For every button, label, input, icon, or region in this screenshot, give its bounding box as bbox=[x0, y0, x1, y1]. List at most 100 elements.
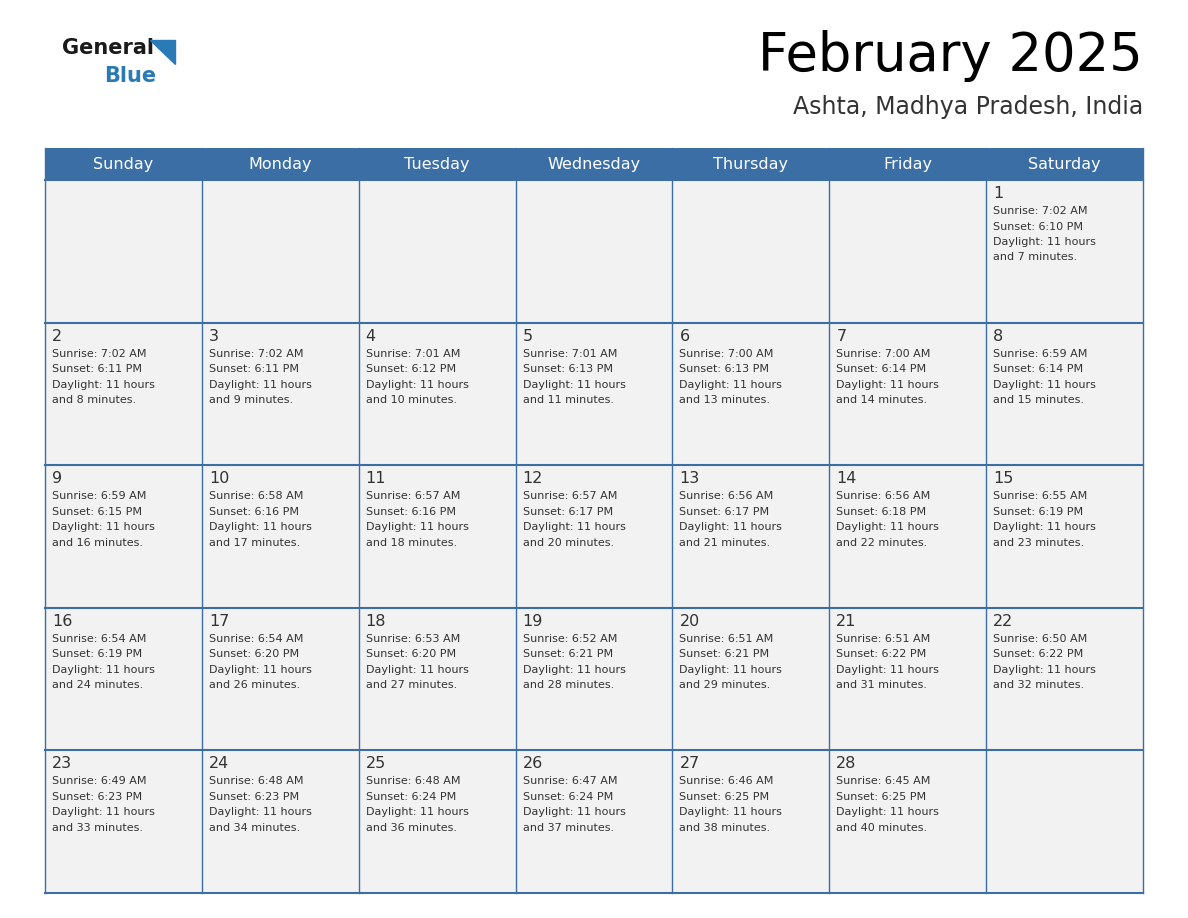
Text: Ashta, Madhya Pradesh, India: Ashta, Madhya Pradesh, India bbox=[792, 95, 1143, 119]
Bar bbox=[986, 465, 1143, 608]
Bar bbox=[829, 608, 986, 750]
Text: General: General bbox=[62, 38, 154, 58]
Text: Sunrise: 6:51 AM: Sunrise: 6:51 AM bbox=[836, 633, 930, 644]
Text: Daylight: 11 hours: Daylight: 11 hours bbox=[993, 522, 1097, 532]
Bar bbox=[829, 322, 986, 465]
Text: Sunrise: 6:59 AM: Sunrise: 6:59 AM bbox=[993, 349, 1087, 359]
Text: 17: 17 bbox=[209, 614, 229, 629]
Bar bbox=[202, 608, 359, 750]
Text: Daylight: 11 hours: Daylight: 11 hours bbox=[209, 665, 311, 675]
Text: and 8 minutes.: and 8 minutes. bbox=[52, 395, 137, 405]
Text: Monday: Monday bbox=[248, 156, 312, 172]
Text: Sunrise: 6:57 AM: Sunrise: 6:57 AM bbox=[523, 491, 617, 501]
Text: 13: 13 bbox=[680, 471, 700, 487]
Bar bbox=[829, 180, 986, 322]
Bar bbox=[45, 180, 202, 322]
Text: Sunset: 6:23 PM: Sunset: 6:23 PM bbox=[52, 792, 143, 802]
Text: and 10 minutes.: and 10 minutes. bbox=[366, 395, 456, 405]
Text: Sunrise: 6:59 AM: Sunrise: 6:59 AM bbox=[52, 491, 146, 501]
Text: Daylight: 11 hours: Daylight: 11 hours bbox=[52, 380, 154, 389]
Text: Daylight: 11 hours: Daylight: 11 hours bbox=[366, 522, 468, 532]
Text: Sunset: 6:24 PM: Sunset: 6:24 PM bbox=[366, 792, 456, 802]
Text: Sunset: 6:23 PM: Sunset: 6:23 PM bbox=[209, 792, 299, 802]
Text: Sunrise: 7:00 AM: Sunrise: 7:00 AM bbox=[836, 349, 930, 359]
Text: 26: 26 bbox=[523, 756, 543, 771]
Text: Sunset: 6:14 PM: Sunset: 6:14 PM bbox=[993, 364, 1083, 375]
Text: and 11 minutes.: and 11 minutes. bbox=[523, 395, 613, 405]
Text: Sunset: 6:22 PM: Sunset: 6:22 PM bbox=[836, 649, 927, 659]
Text: Sunset: 6:12 PM: Sunset: 6:12 PM bbox=[366, 364, 456, 375]
Text: and 16 minutes.: and 16 minutes. bbox=[52, 538, 143, 548]
Text: and 31 minutes.: and 31 minutes. bbox=[836, 680, 928, 690]
Text: and 20 minutes.: and 20 minutes. bbox=[523, 538, 614, 548]
Bar bbox=[359, 750, 516, 893]
Text: Daylight: 11 hours: Daylight: 11 hours bbox=[836, 665, 940, 675]
Text: Daylight: 11 hours: Daylight: 11 hours bbox=[680, 522, 783, 532]
Text: and 22 minutes.: and 22 minutes. bbox=[836, 538, 928, 548]
Text: 4: 4 bbox=[366, 329, 375, 343]
Text: Daylight: 11 hours: Daylight: 11 hours bbox=[52, 808, 154, 817]
Text: February 2025: February 2025 bbox=[758, 30, 1143, 82]
Text: Sunset: 6:25 PM: Sunset: 6:25 PM bbox=[836, 792, 927, 802]
Text: Sunset: 6:11 PM: Sunset: 6:11 PM bbox=[209, 364, 299, 375]
Text: Sunset: 6:24 PM: Sunset: 6:24 PM bbox=[523, 792, 613, 802]
Text: and 18 minutes.: and 18 minutes. bbox=[366, 538, 457, 548]
Text: Sunset: 6:25 PM: Sunset: 6:25 PM bbox=[680, 792, 770, 802]
Text: and 24 minutes.: and 24 minutes. bbox=[52, 680, 144, 690]
Text: and 23 minutes.: and 23 minutes. bbox=[993, 538, 1085, 548]
Text: Sunset: 6:21 PM: Sunset: 6:21 PM bbox=[523, 649, 613, 659]
Bar bbox=[516, 608, 672, 750]
Text: 1: 1 bbox=[993, 186, 1004, 201]
Text: Thursday: Thursday bbox=[713, 156, 789, 172]
Text: Daylight: 11 hours: Daylight: 11 hours bbox=[993, 237, 1097, 247]
Bar bbox=[516, 180, 672, 322]
Text: Sunrise: 6:51 AM: Sunrise: 6:51 AM bbox=[680, 633, 773, 644]
Bar bbox=[672, 148, 829, 180]
Bar bbox=[986, 750, 1143, 893]
Text: Sunset: 6:19 PM: Sunset: 6:19 PM bbox=[993, 507, 1083, 517]
Bar bbox=[516, 148, 672, 180]
Text: 20: 20 bbox=[680, 614, 700, 629]
Text: and 29 minutes.: and 29 minutes. bbox=[680, 680, 771, 690]
Text: Sunrise: 7:02 AM: Sunrise: 7:02 AM bbox=[993, 206, 1088, 216]
Text: 11: 11 bbox=[366, 471, 386, 487]
Bar bbox=[202, 465, 359, 608]
Bar bbox=[829, 465, 986, 608]
Text: Sunset: 6:16 PM: Sunset: 6:16 PM bbox=[209, 507, 299, 517]
Text: Sunrise: 6:53 AM: Sunrise: 6:53 AM bbox=[366, 633, 460, 644]
Text: Friday: Friday bbox=[883, 156, 933, 172]
Text: and 17 minutes.: and 17 minutes. bbox=[209, 538, 301, 548]
Text: Sunrise: 6:54 AM: Sunrise: 6:54 AM bbox=[52, 633, 146, 644]
Text: Sunset: 6:22 PM: Sunset: 6:22 PM bbox=[993, 649, 1083, 659]
Bar bbox=[359, 180, 516, 322]
Text: and 27 minutes.: and 27 minutes. bbox=[366, 680, 457, 690]
Text: 23: 23 bbox=[52, 756, 72, 771]
Text: 7: 7 bbox=[836, 329, 846, 343]
Text: Sunrise: 7:00 AM: Sunrise: 7:00 AM bbox=[680, 349, 773, 359]
Text: 2: 2 bbox=[52, 329, 62, 343]
Text: and 38 minutes.: and 38 minutes. bbox=[680, 823, 771, 833]
Bar bbox=[672, 322, 829, 465]
Text: and 7 minutes.: and 7 minutes. bbox=[993, 252, 1078, 263]
Text: and 32 minutes.: and 32 minutes. bbox=[993, 680, 1085, 690]
Bar bbox=[829, 148, 986, 180]
Text: Daylight: 11 hours: Daylight: 11 hours bbox=[993, 665, 1097, 675]
Text: and 26 minutes.: and 26 minutes. bbox=[209, 680, 301, 690]
Text: Daylight: 11 hours: Daylight: 11 hours bbox=[52, 522, 154, 532]
Text: Sunrise: 6:48 AM: Sunrise: 6:48 AM bbox=[209, 777, 303, 787]
Text: Daylight: 11 hours: Daylight: 11 hours bbox=[993, 380, 1097, 389]
Text: Daylight: 11 hours: Daylight: 11 hours bbox=[209, 522, 311, 532]
Text: 16: 16 bbox=[52, 614, 72, 629]
Bar bbox=[516, 750, 672, 893]
Text: 21: 21 bbox=[836, 614, 857, 629]
Bar bbox=[359, 465, 516, 608]
Text: Daylight: 11 hours: Daylight: 11 hours bbox=[836, 808, 940, 817]
Text: Sunset: 6:17 PM: Sunset: 6:17 PM bbox=[523, 507, 613, 517]
Text: Daylight: 11 hours: Daylight: 11 hours bbox=[366, 808, 468, 817]
Text: Daylight: 11 hours: Daylight: 11 hours bbox=[680, 808, 783, 817]
Text: Daylight: 11 hours: Daylight: 11 hours bbox=[836, 522, 940, 532]
Text: 9: 9 bbox=[52, 471, 62, 487]
Text: Sunrise: 6:46 AM: Sunrise: 6:46 AM bbox=[680, 777, 773, 787]
Text: Blue: Blue bbox=[105, 66, 156, 86]
Text: 12: 12 bbox=[523, 471, 543, 487]
